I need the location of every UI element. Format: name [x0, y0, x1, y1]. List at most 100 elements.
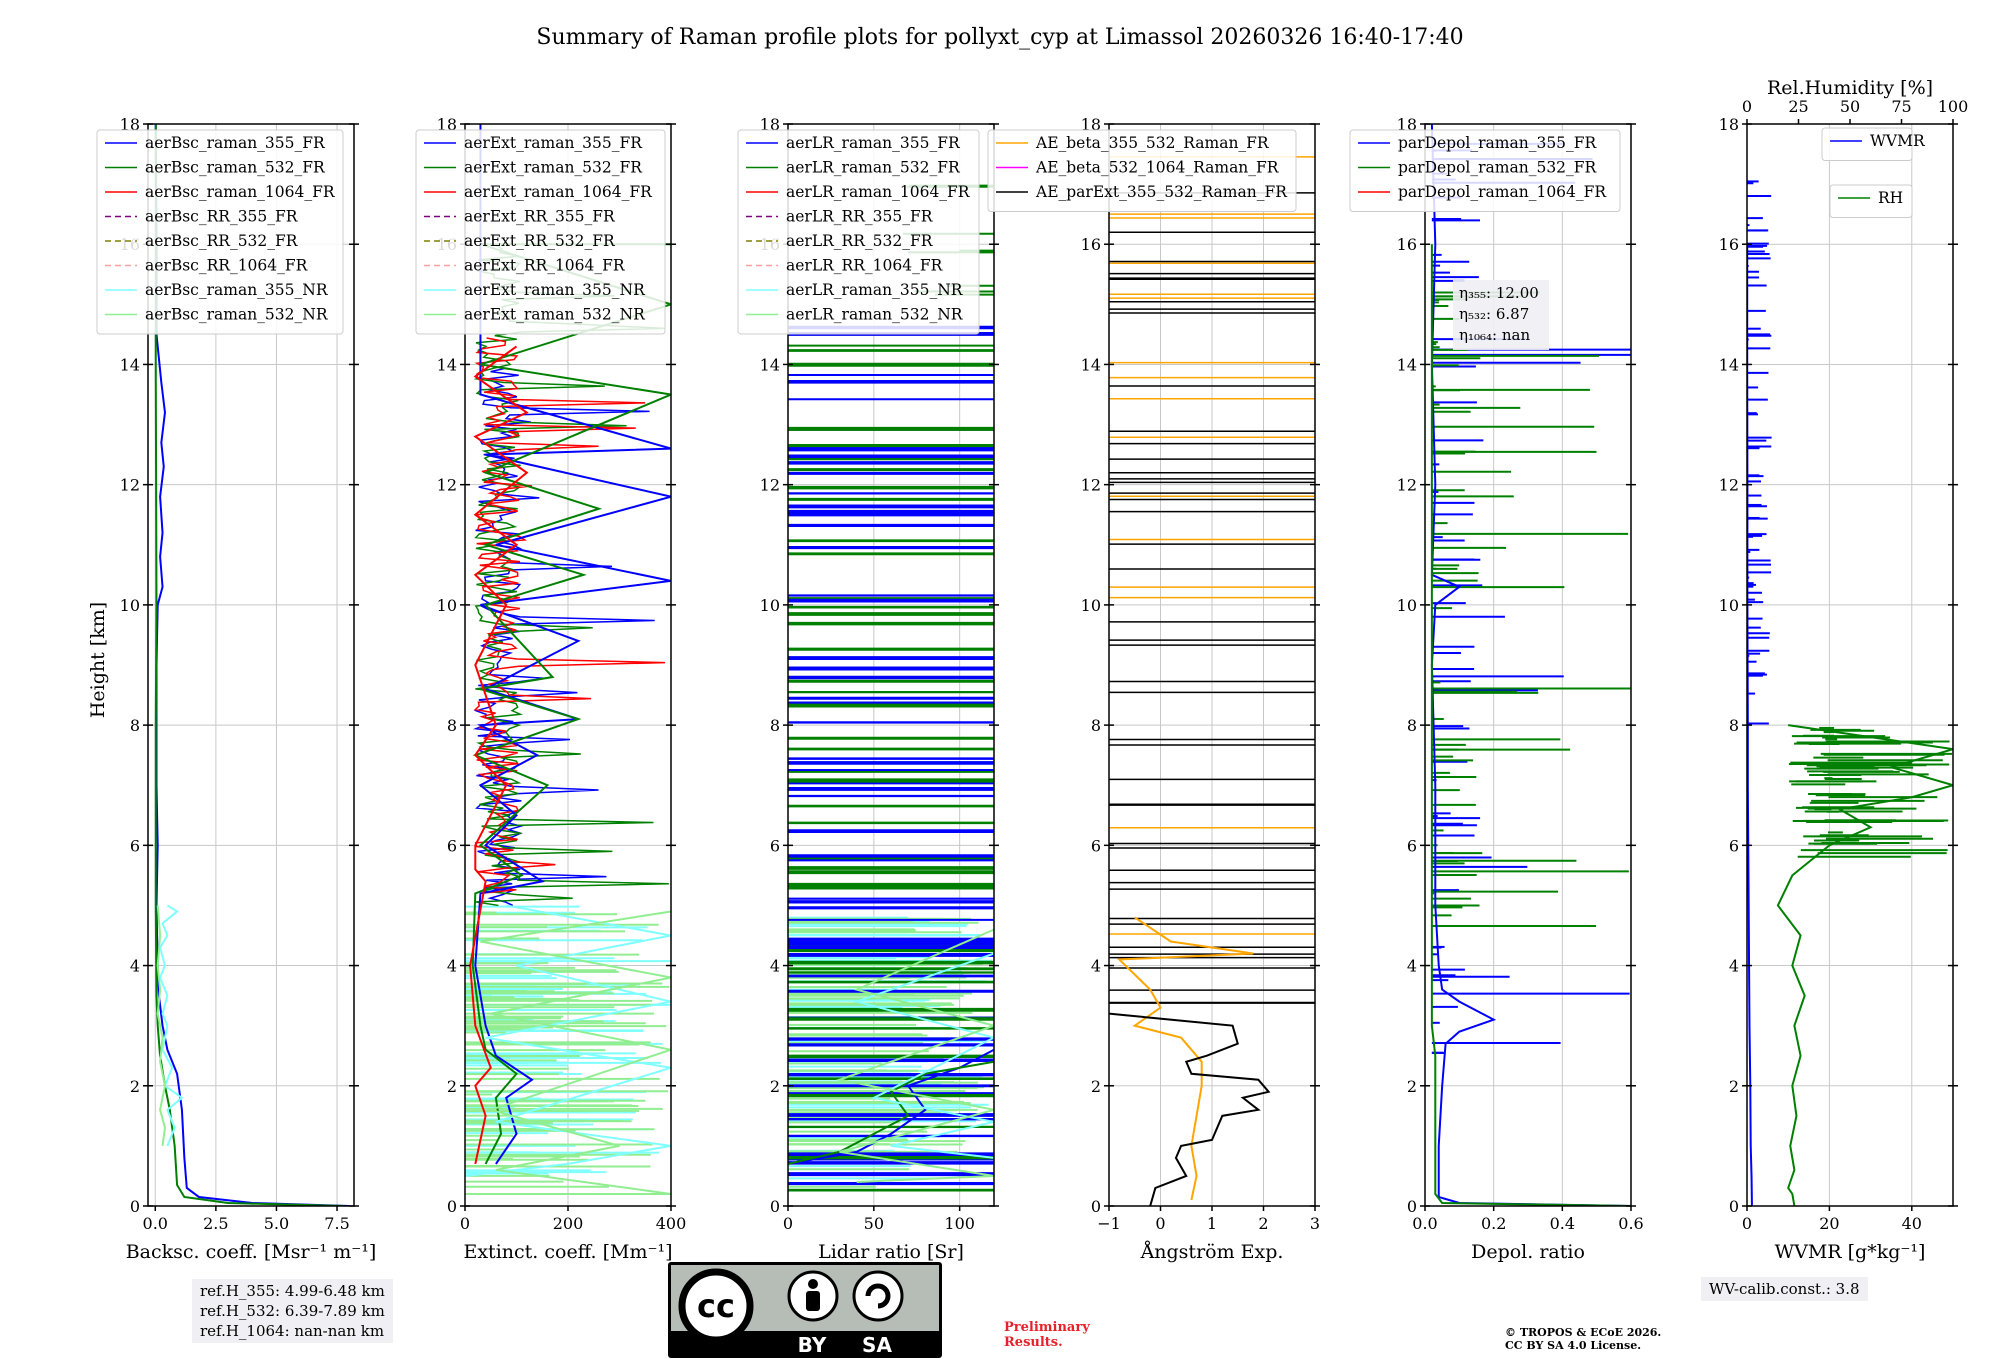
y-tick-label: 18: [1719, 115, 1739, 134]
x-tick-label: 200: [553, 1214, 584, 1233]
y-tick-label: 12: [1081, 476, 1101, 495]
series-aerExt_raman_355_NR: [465, 904, 671, 1177]
person-head-icon: [808, 1279, 818, 1289]
plot-area: [154, 124, 350, 1206]
x-tick-label: 50: [864, 1214, 884, 1233]
y-tick-label: 6: [1407, 836, 1417, 855]
y-tick-label: 10: [1081, 596, 1101, 615]
y-tick-label: 0: [1729, 1197, 1739, 1216]
y-tick-label: 14: [1719, 355, 1739, 374]
series-aerExt_raman_355_FR: [474, 124, 671, 1165]
legend-label: aerBsc_raman_532_FR: [145, 159, 326, 177]
eta-line: η₃₅₅: 12.00: [1459, 284, 1539, 302]
y-tick-label: 14: [760, 355, 780, 374]
x-tick-label: 1: [1207, 1214, 1217, 1233]
legend-label: WVMR: [1870, 132, 1926, 150]
x-tick-label: 7.5: [324, 1214, 349, 1233]
series-aerLR_raman_532_NR: [835, 928, 994, 1183]
legend-label: AE_beta_532_1064_Raman_FR: [1035, 159, 1280, 177]
x-axis-label: Lidar ratio [Sr]: [818, 1241, 964, 1263]
x-axis-label: Ångström Exp.: [1140, 1241, 1284, 1263]
panel-lr: 024681012141618050100Lidar ratio [Sr]aer…: [737, 115, 999, 1263]
x-tick-label: 400: [656, 1214, 687, 1233]
legend-box: [1829, 184, 1913, 218]
x-tick-label: −1: [1097, 1214, 1121, 1233]
copyright-line-1: © TROPOS & ECoE 2026.: [1505, 1326, 1662, 1339]
copyright-note: © TROPOS & ECoE 2026. CC BY SA 4.0 Licen…: [1505, 1326, 1661, 1352]
sa-share-alike-icon: [852, 1270, 904, 1322]
copyright-line-2: CC BY SA 4.0 License.: [1505, 1339, 1642, 1352]
y-tick-label: 2: [770, 1077, 780, 1096]
y-tick-label: 18: [437, 115, 457, 134]
y-tick-label: 10: [1397, 596, 1417, 615]
top-x-tick-label: 0: [1742, 97, 1752, 116]
eta-line: η₁₀₆₄: nan: [1459, 326, 1530, 344]
legend-label: aerExt_raman_532_NR: [464, 306, 646, 324]
y-tick-label: 2: [1091, 1077, 1101, 1096]
legend-box: [1349, 129, 1621, 212]
top-x-tick-label: 50: [1840, 97, 1860, 116]
plot-area: [465, 124, 671, 1195]
legend-label: aerBsc_RR_532_FR: [145, 232, 299, 250]
legend-label: aerExt_raman_355_FR: [464, 134, 643, 152]
cc-circle-icon: [678, 1268, 754, 1344]
eta-line: η₅₃₂: 6.87: [1459, 305, 1529, 323]
x-tick-label: 0: [1742, 1214, 1752, 1233]
legend-label: parDepol_raman_355_FR: [1398, 134, 1598, 152]
legend-box: [987, 129, 1297, 212]
y-tick-label: 14: [1397, 355, 1417, 374]
sa-arrow-icon: [865, 1283, 891, 1309]
ref-height-532: ref.H_532: 6.39-7.89 km: [200, 1302, 385, 1320]
y-tick-label: 8: [1407, 716, 1417, 735]
legend-box: [96, 129, 344, 335]
reference-height-box: ref.H_355: 4.99-6.48 km ref.H_532: 6.39-…: [192, 1279, 393, 1343]
y-tick-label: 4: [770, 957, 780, 976]
y-tick-label: 2: [1407, 1077, 1417, 1096]
series-RH: [1776, 724, 1953, 1206]
top-x-tick-label: 75: [1891, 97, 1911, 116]
y-tick-label: 2: [1729, 1077, 1739, 1096]
series-aerBsc_raman_355_NR: [159, 904, 184, 1147]
x-tick-label: 0.2: [1481, 1214, 1506, 1233]
y-tick-label: 6: [1729, 836, 1739, 855]
legend-label: aerExt_raman_532_FR: [464, 159, 643, 177]
legend-label: aerLR_RR_532_FR: [786, 232, 934, 250]
y-tick-label: 12: [760, 476, 780, 495]
y-tick-label: 12: [1397, 476, 1417, 495]
preliminary-results-note: Preliminary Results.: [1004, 1320, 1090, 1350]
y-tick-label: 18: [1397, 115, 1417, 134]
y-tick-label: 10: [760, 596, 780, 615]
x-tick-label: 40: [1902, 1214, 1922, 1233]
legend-label: aerBsc_RR_355_FR: [145, 208, 299, 226]
wv-calibration-box: WV-calib.const.: 3.8: [1701, 1277, 1868, 1301]
x-axis-label: Extinct. coeff. [Mm⁻¹]: [463, 1241, 672, 1263]
y-tick-label: 18: [1081, 115, 1101, 134]
y-tick-label: 8: [1091, 716, 1101, 735]
panel-depol: 0 2 4 6 8 10 12 14 16 18 0.0 0.2 0.4 0.6 Depol. ratio p…: [1349, 115, 1644, 1263]
x-tick-label: 0: [460, 1214, 470, 1233]
x-tick-label: 0.6: [1618, 1214, 1643, 1233]
legend-label: RH: [1878, 189, 1903, 207]
y-tick-label: 4: [1091, 957, 1101, 976]
x-tick-label: 0.0: [1412, 1214, 1437, 1233]
wv-calib-const: WV-calib.const.: 3.8: [1709, 1280, 1860, 1298]
y-tick-label: 12: [1719, 476, 1739, 495]
legend-label: aerLR_raman_532_NR: [786, 306, 964, 324]
x-tick-label: 0: [1155, 1214, 1165, 1233]
x-tick-label: 0.4: [1550, 1214, 1575, 1233]
eta-box: [1453, 280, 1549, 350]
legend-label: aerLR_RR_355_FR: [786, 208, 934, 226]
series-parDepol_raman_532_FR: [1430, 244, 1631, 1206]
y-tick-label: 4: [1729, 957, 1739, 976]
x-tick-label: 2: [1258, 1214, 1268, 1233]
top-x-axis-label: Rel.Humidity [%]: [1767, 77, 1933, 99]
x-tick-label: 3: [1310, 1214, 1320, 1233]
legend-label: parDepol_raman_532_FR: [1398, 159, 1598, 177]
y-axis-label: Height [km]: [87, 602, 109, 718]
x-axis-label: Depol. ratio: [1471, 1241, 1585, 1263]
x-tick-label: 100: [944, 1214, 975, 1233]
y-tick-label: 10: [120, 596, 140, 615]
series-aerLR_raman_355_NR: [853, 952, 994, 1159]
